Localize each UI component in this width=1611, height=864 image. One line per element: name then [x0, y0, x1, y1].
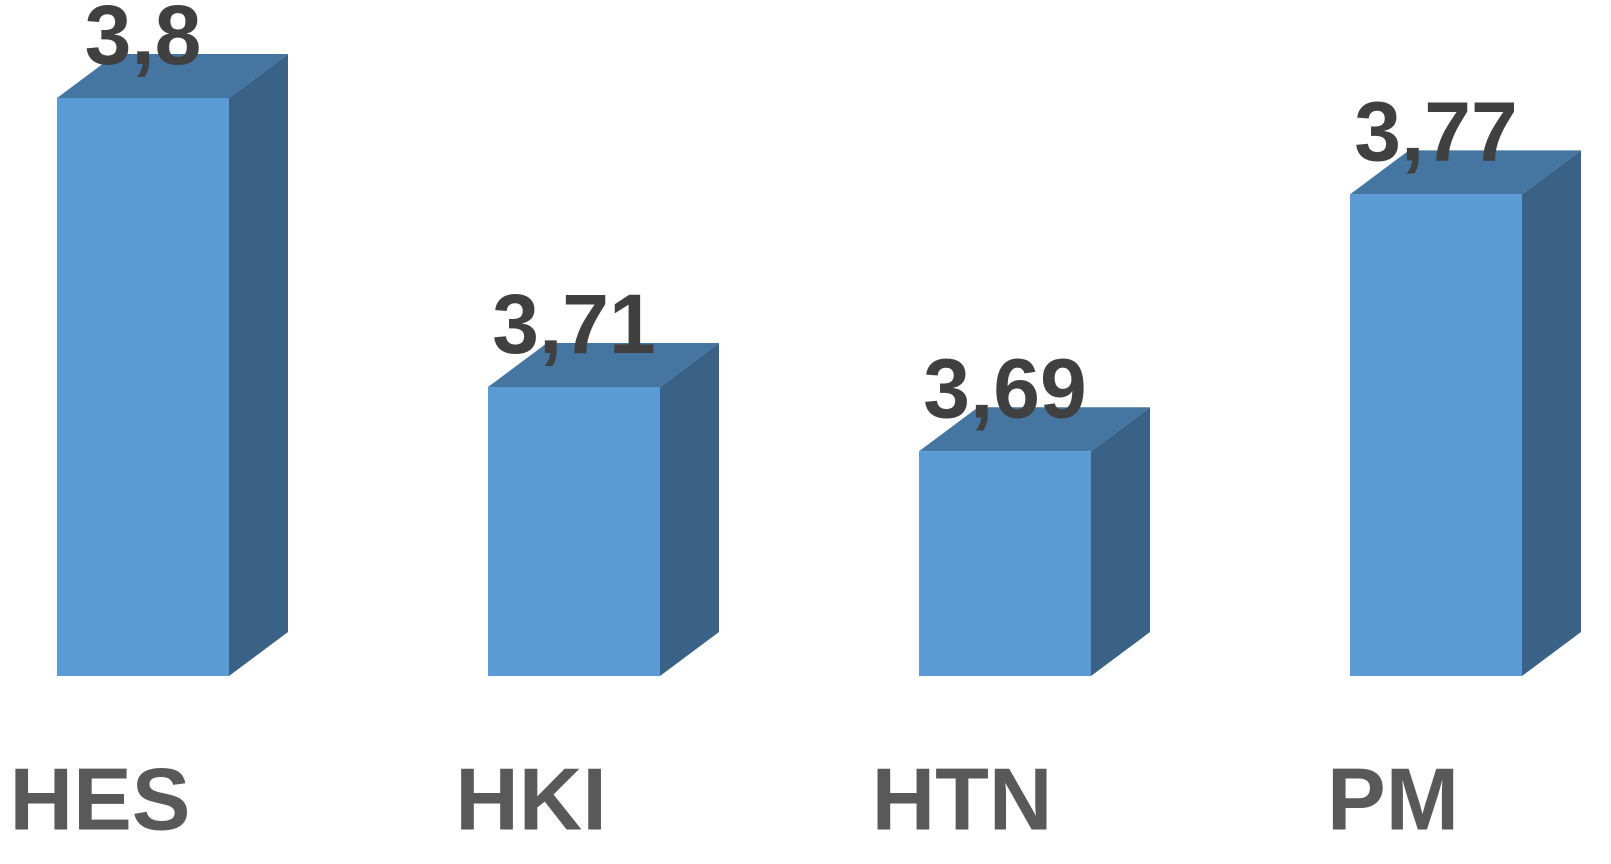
bar-top [1350, 150, 1581, 195]
data-label: 3,71 [492, 277, 656, 371]
data-label: 3,8 [85, 0, 202, 82]
bar-front [1350, 194, 1522, 677]
bar-top [488, 343, 719, 387]
data-label: 3,77 [1354, 85, 1518, 179]
data-label: 3,69 [923, 341, 1087, 435]
bar [488, 343, 719, 676]
bar-front [919, 451, 1091, 676]
bar [1350, 150, 1581, 677]
x-tick-label: HKI [455, 749, 607, 848]
bar [919, 407, 1150, 676]
x-tick-label: HTN [872, 749, 1053, 848]
x-tick-label: HES [10, 749, 191, 848]
bar-side [1522, 150, 1581, 677]
bar-front [57, 98, 229, 676]
bar-top [919, 407, 1150, 452]
bar-side [660, 343, 719, 676]
bar-side [229, 54, 288, 676]
bar [57, 54, 288, 676]
bar-side [1091, 407, 1150, 676]
bar-top [57, 54, 288, 98]
bar-front [488, 387, 660, 676]
x-tick-label: PM [1327, 749, 1459, 848]
